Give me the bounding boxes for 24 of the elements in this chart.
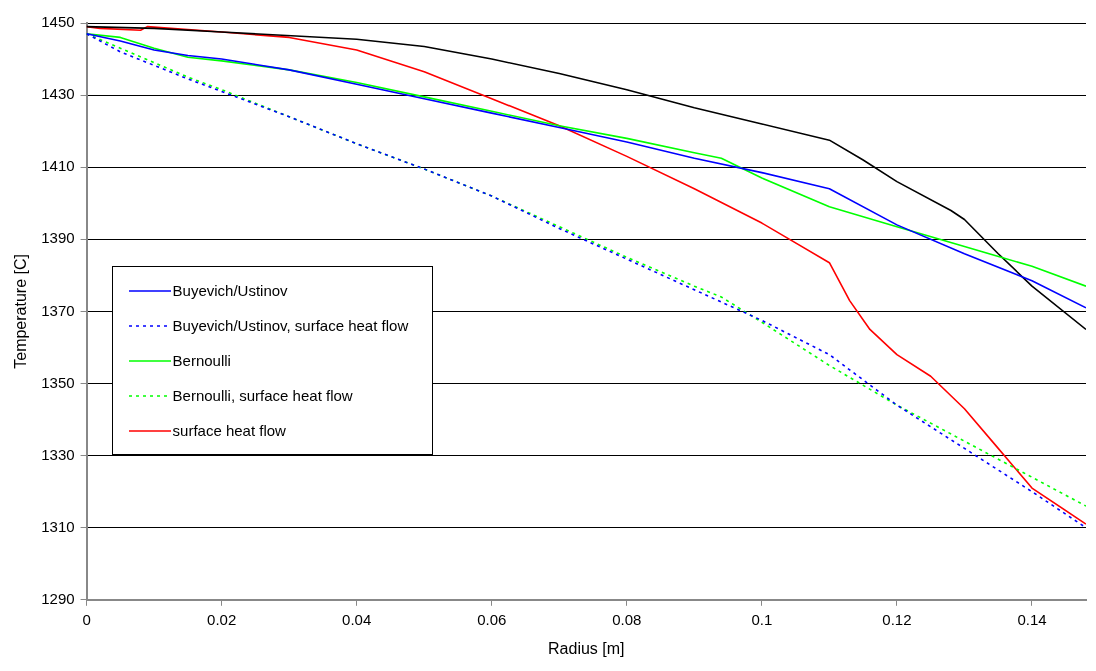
y-tick-label: 1290 <box>41 589 75 607</box>
x-tick-label: 0 <box>82 610 91 628</box>
y-tick-label: 1430 <box>41 85 75 103</box>
legend-label: surface heat flow <box>172 422 286 439</box>
y-tick-label: 1390 <box>41 229 75 247</box>
legend-label: Buyevich/Ustinov, surface heat flow <box>172 317 409 334</box>
y-tick-label: 1450 <box>41 13 75 31</box>
x-tick-label: 0.12 <box>882 610 912 628</box>
x-tick-label: 0.04 <box>342 610 372 628</box>
x-tick-label: 0.06 <box>477 610 507 628</box>
x-tick-label: 0.02 <box>207 610 237 628</box>
legend-label: Buyevich/Ustinov <box>172 282 288 299</box>
y-tick-label: 1370 <box>41 301 75 319</box>
y-tick-label: 1350 <box>41 373 75 391</box>
legend-label: Bernoulli <box>172 352 231 369</box>
x-tick-label: 0.08 <box>612 610 642 628</box>
y-tick-label: 1330 <box>41 445 75 463</box>
y-axis-title: Temperature [C] <box>12 254 30 369</box>
x-tick-label: 0.1 <box>751 610 773 628</box>
x-tick-label: 0.14 <box>1017 610 1047 628</box>
y-tick-label: 1310 <box>41 517 75 535</box>
y-tick-label: 1410 <box>41 157 75 175</box>
legend-label: Bernoulli, surface heat flow <box>172 387 353 404</box>
x-axis-title: Radius [m] <box>548 639 625 657</box>
